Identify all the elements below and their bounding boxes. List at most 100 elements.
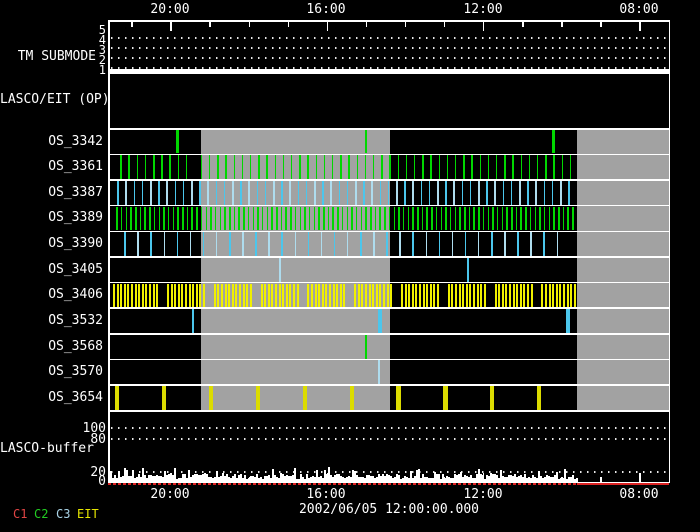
buffer-red-dash [458,483,461,485]
bottom-axis-tick [600,476,602,482]
buffer-signal-column [254,477,256,482]
top-axis-tick [404,21,407,27]
event-tick [215,180,218,205]
buffer-red-dash [133,483,136,485]
buffer-red-dash [313,483,316,485]
event-tick [238,206,240,231]
event-tick [379,283,382,308]
buffer-signal-column [368,475,370,482]
buffer-signal-column [208,477,210,482]
event-tick [267,283,270,308]
buffer-red-dash [173,483,176,485]
event-tick [261,206,264,231]
top-axis-tick [639,21,641,31]
os-row-label: OS_3570 [48,364,103,380]
event-tick [379,206,381,231]
event-tick [437,283,439,308]
buffer-red-dash [418,483,421,485]
top-axis-tick [209,21,211,27]
event-tick [153,206,156,231]
tm-ytick-label: 4 [98,33,106,47]
event-tick [114,386,120,410]
buffer-signal-column [230,478,232,482]
event-tick [341,206,344,231]
buffer-red-dash [338,483,341,485]
event-tick [430,155,432,180]
buffer-red-dash [478,483,481,485]
event-tick [357,283,360,308]
event-tick [176,232,179,256]
event-tick [333,232,336,256]
event-tick [332,206,334,231]
buffer-signal-column [364,478,366,482]
event-tick [404,180,406,205]
buffer-signal-column [568,476,570,482]
event-tick [167,283,169,308]
buffer-signal-column [244,475,246,482]
buffer-red-line [577,483,669,485]
buffer-signal-column [348,476,350,482]
event-tick [125,180,127,205]
event-tick [336,283,339,308]
buffer-signal-column [192,474,194,482]
buffer-signal-column [524,473,526,482]
event-tick [543,232,545,256]
buffer-red-dash [388,483,391,485]
buffer-red-dash [183,483,186,485]
event-tick [464,206,466,231]
buffer-signal-column [270,477,272,482]
tm-gridline [111,47,667,49]
buffer-red-dash [428,483,431,485]
event-tick [144,155,147,180]
buffer-signal-column [292,475,294,482]
buffer-signal-column [282,473,284,482]
event-tick [130,206,132,231]
event-tick [469,180,472,205]
event-tick [396,386,401,410]
buffer-signal-column [554,474,556,482]
event-tick [172,206,175,231]
buffer-signal-column [216,471,218,482]
event-tick [412,206,414,231]
event-tick [249,283,252,308]
event-tick [437,180,439,205]
buffer-red-dash [543,483,546,485]
row-separator [108,281,670,284]
buffer-red-dash [263,483,266,485]
event-tick [360,232,362,256]
event-tick [158,180,160,205]
top-axis-tick [287,21,290,27]
event-tick [417,206,419,231]
buffer-signal-column [328,466,330,482]
event-tick [229,206,231,231]
buffer-signal-column [408,477,410,482]
event-tick [365,206,367,231]
event-tick [438,155,441,180]
event-tick [408,283,411,308]
buffer-red-dash [193,483,196,485]
buffer-ytick-label: 20 [90,464,106,480]
event-tick [145,283,148,308]
buffer-signal-column [172,474,174,482]
tm-gridline [111,67,667,69]
buffer-signal-column [120,477,122,482]
buffer-signal-column [398,474,400,482]
event-tick [381,155,383,180]
buffer-signal-column [158,476,160,482]
buffer-signal-column [266,475,268,482]
buffer-signal-column [576,477,578,482]
event-tick [239,283,241,308]
event-tick [233,155,236,180]
legend-item-c2: C2 [34,507,49,521]
buffer-signal-column [440,478,442,482]
gray-band [577,129,669,412]
event-tick [433,283,436,308]
event-tick [479,155,482,180]
buffer-signal-column [570,477,572,482]
event-tick [429,283,432,308]
buffer-gridline [111,426,667,429]
event-tick [566,309,570,333]
buffer-signal-column [130,475,132,482]
event-tick [248,180,250,205]
buffer-signal-column [430,477,432,482]
